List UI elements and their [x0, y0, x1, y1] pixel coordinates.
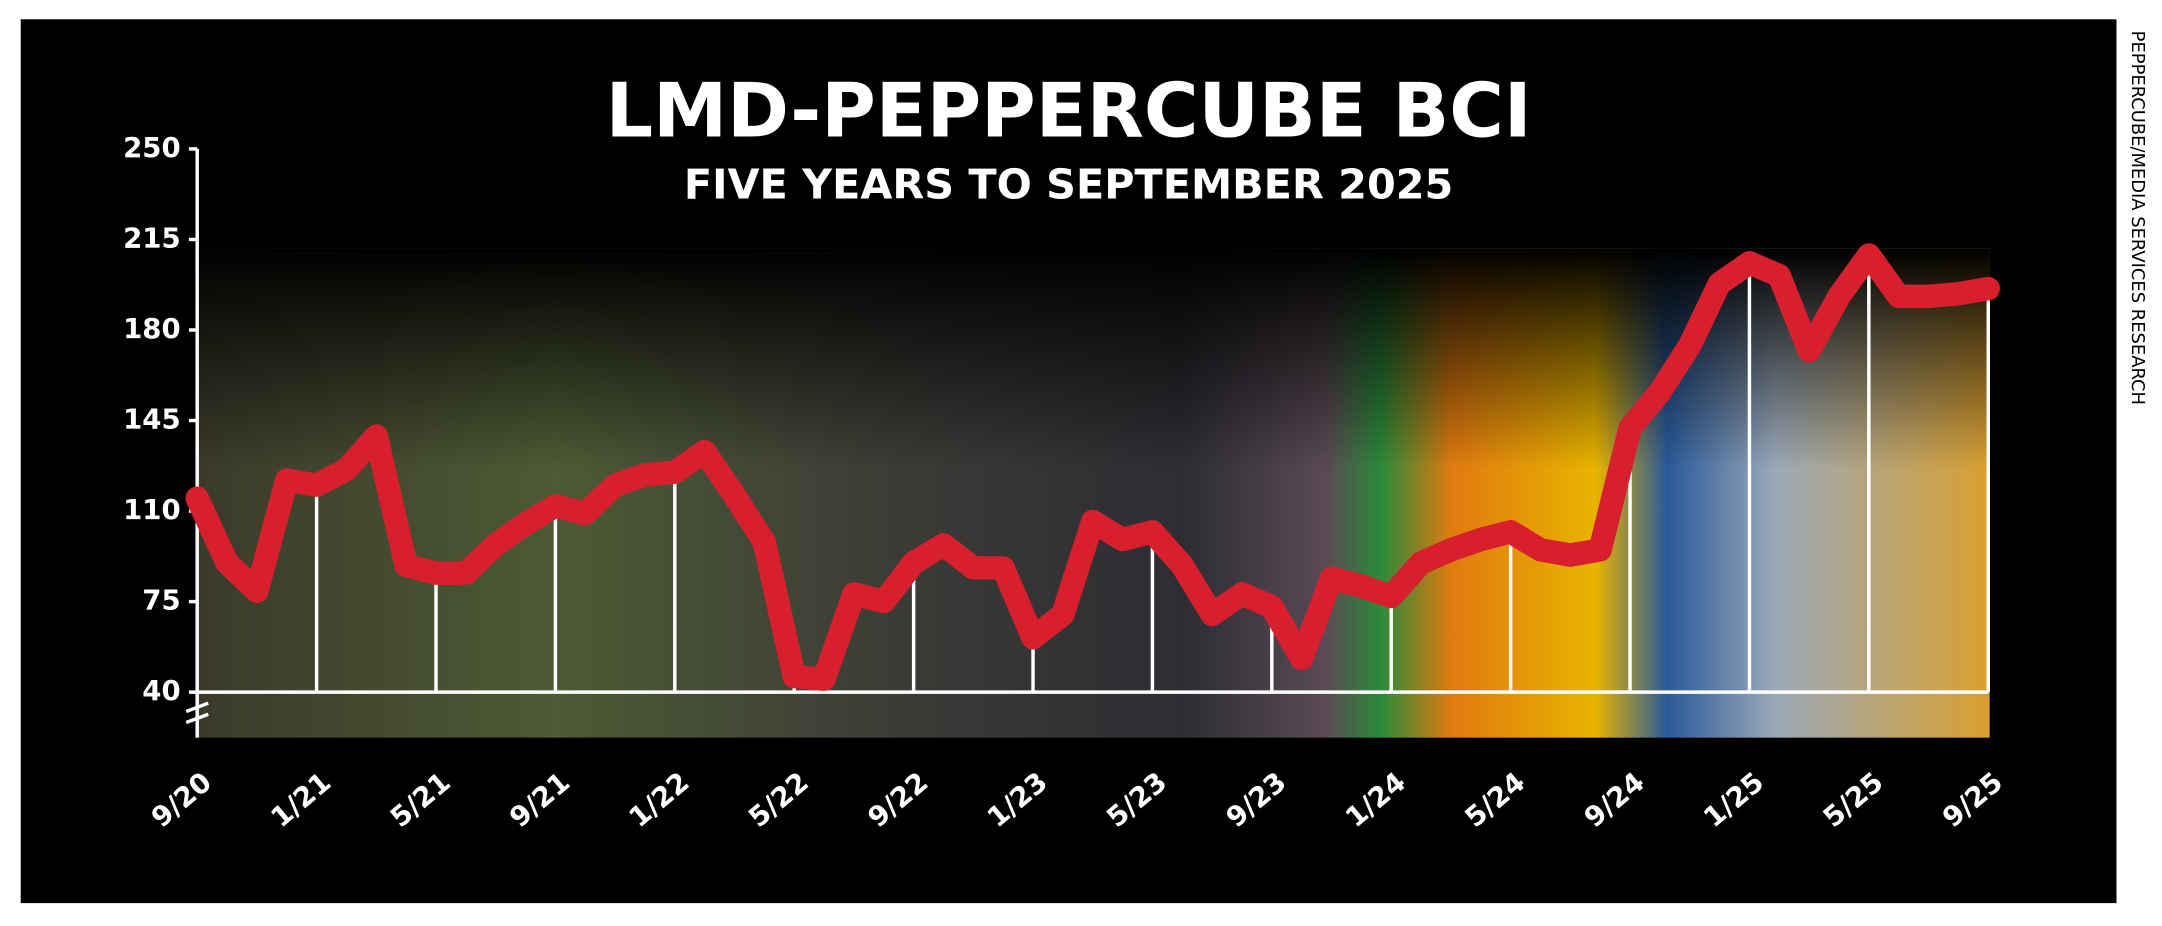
y-tick-label: 145 — [123, 403, 181, 436]
y-tick-label: 180 — [123, 312, 181, 345]
y-tick-label: 215 — [123, 221, 181, 254]
y-tick-label: 110 — [123, 493, 181, 526]
y-tick-label: 40 — [142, 674, 180, 707]
axis-break — [185, 701, 209, 725]
y-tick-label: 75 — [142, 584, 180, 617]
y-tick-label: 250 — [123, 131, 181, 164]
data-line — [185, 243, 2000, 691]
chart-title: LMD-PEPPERCUBE BCI — [606, 67, 1532, 154]
source-note: PEPPERCUBE/MEDIA SERVICES RESEARCH — [2127, 31, 2148, 405]
photo-fade — [197, 248, 1990, 738]
chart-subtitle: FIVE YEARS TO SEPTEMBER 2025 — [684, 161, 1453, 209]
